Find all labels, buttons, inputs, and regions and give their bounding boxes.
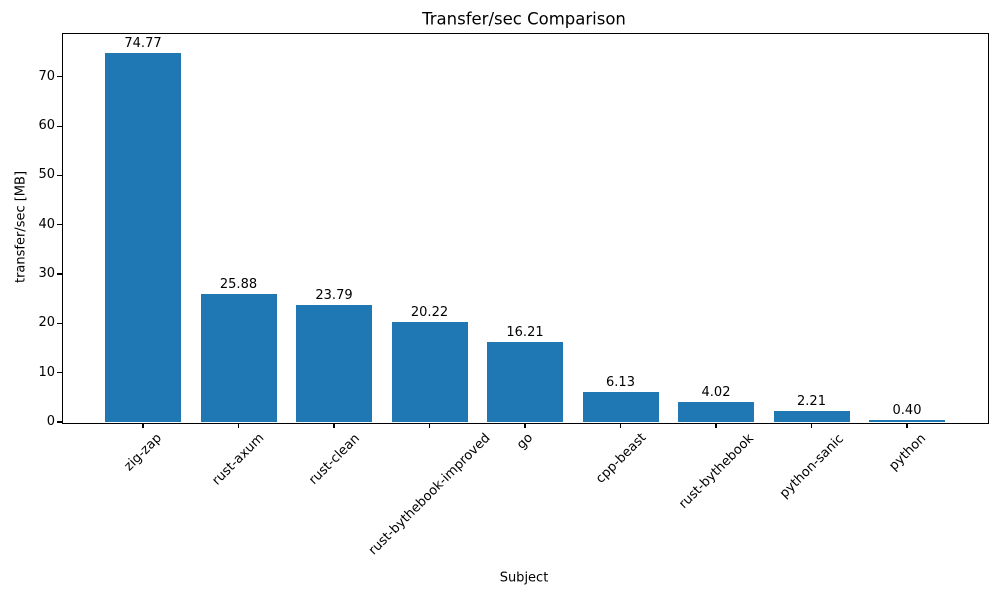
x-tick-mark (524, 423, 526, 428)
y-tick-mark (57, 76, 62, 78)
bar-value-label: 20.22 (410, 305, 449, 321)
bar-rust-clean (296, 304, 372, 422)
chart-title: Transfer/sec Comparison (422, 9, 626, 29)
bar-value-label: 4.02 (701, 385, 731, 401)
bar-value-label: 6.13 (606, 374, 635, 390)
x-tick-mark (333, 423, 335, 428)
bar-value-label: 2.21 (797, 394, 826, 410)
x-tick-mark (810, 423, 813, 428)
y-tick-mark (57, 421, 62, 423)
bar-rust-bythebook-improved (391, 322, 468, 422)
x-axis-label: Subject (499, 570, 549, 586)
y-tick-label: 60 (38, 118, 55, 134)
x-tick-mark (906, 423, 908, 428)
bar-go (487, 342, 563, 422)
bar-python (869, 420, 945, 422)
bar-python-sanic (773, 411, 850, 422)
bar-value-label: 0.40 (892, 403, 922, 419)
x-tick-label: rust-axum (209, 431, 268, 489)
y-tick-label: 20 (38, 315, 55, 331)
x-tick-mark (142, 423, 144, 428)
x-tick-label: go (514, 430, 537, 453)
bar-value-label: 23.79 (315, 287, 353, 303)
bar-cpp-beast (582, 391, 659, 422)
x-tick-label: zig-zap (121, 430, 165, 475)
x-tick-mark (619, 423, 622, 428)
bar-value-label: 74.77 (124, 36, 162, 52)
x-tick-label: python (885, 430, 929, 474)
y-tick-label: 50 (38, 167, 55, 183)
x-tick-mark (237, 423, 240, 428)
bar-value-label: 16.21 (506, 325, 544, 341)
y-tick-mark (57, 224, 62, 226)
y-tick-label: 0 (46, 414, 55, 429)
y-tick-mark (57, 372, 62, 374)
y-tick-mark (57, 322, 62, 324)
y-tick-label: 40 (38, 216, 55, 232)
bar-zig-zap (105, 53, 181, 422)
x-tick-label: cpp-beast (592, 430, 649, 488)
y-tick-label: 70 (38, 68, 55, 84)
x-tick-mark (715, 423, 717, 428)
y-tick-mark (57, 174, 62, 177)
bar-rust-bythebook (678, 402, 754, 422)
x-tick-label: rust-bythebook (675, 430, 757, 512)
x-tick-label: rust-clean (305, 430, 363, 488)
bar-rust-axum (200, 294, 277, 422)
y-tick-mark (57, 125, 62, 127)
bar-value-label: 25.88 (219, 277, 258, 293)
x-tick-label: python-sanic (776, 431, 847, 501)
x-tick-mark (428, 423, 431, 428)
y-tick-mark (57, 273, 62, 275)
y-tick-label: 30 (38, 266, 55, 282)
x-tick-label: rust-bythebook-improved (365, 430, 494, 559)
y-tick-label: 10 (38, 364, 55, 380)
